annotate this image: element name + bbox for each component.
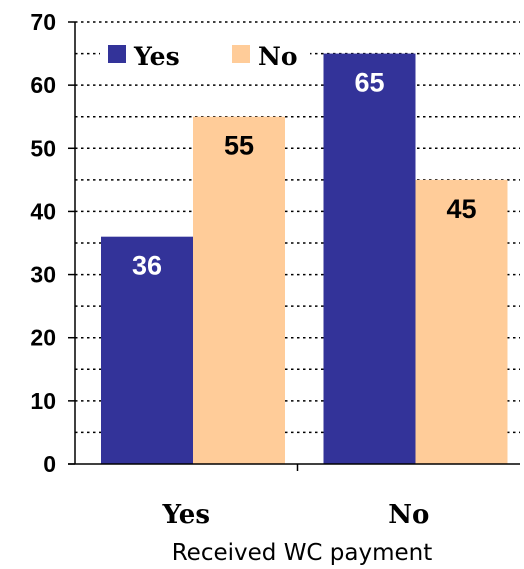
bar-yes-no xyxy=(323,53,416,464)
bar-no-yes xyxy=(193,116,285,464)
data-label: 36 xyxy=(132,251,162,281)
y-tick-label: 0 xyxy=(43,451,56,477)
x-category-label: Yes xyxy=(162,500,210,530)
x-axis-label: Received WC payment xyxy=(172,540,433,566)
legend-label: Yes xyxy=(133,42,180,71)
data-label: 45 xyxy=(446,194,476,224)
data-label: 65 xyxy=(354,68,384,98)
legend: Yes No xyxy=(100,30,310,76)
legend-swatch xyxy=(232,45,250,63)
y-tick-label: 50 xyxy=(30,135,56,161)
y-tick-label: 20 xyxy=(30,325,56,351)
legend-background xyxy=(100,30,310,76)
x-axis-categories: Yes No xyxy=(162,464,429,530)
data-label: 55 xyxy=(224,131,254,161)
data-labels: 36 55 65 45 xyxy=(132,68,477,281)
y-axis-ticks: 0 10 20 30 40 50 60 70 xyxy=(30,9,75,477)
bar-no-no xyxy=(415,179,508,464)
x-category-label: No xyxy=(388,500,429,530)
y-tick-label: 10 xyxy=(30,388,56,414)
y-tick-label: 30 xyxy=(30,262,56,288)
y-tick-label: 40 xyxy=(30,198,56,224)
bar-yes-yes xyxy=(101,236,193,464)
y-tick-label: 70 xyxy=(30,9,56,35)
bars xyxy=(101,53,508,464)
legend-label: No xyxy=(258,42,298,71)
y-tick-label: 60 xyxy=(30,72,56,98)
legend-swatch xyxy=(108,45,126,63)
